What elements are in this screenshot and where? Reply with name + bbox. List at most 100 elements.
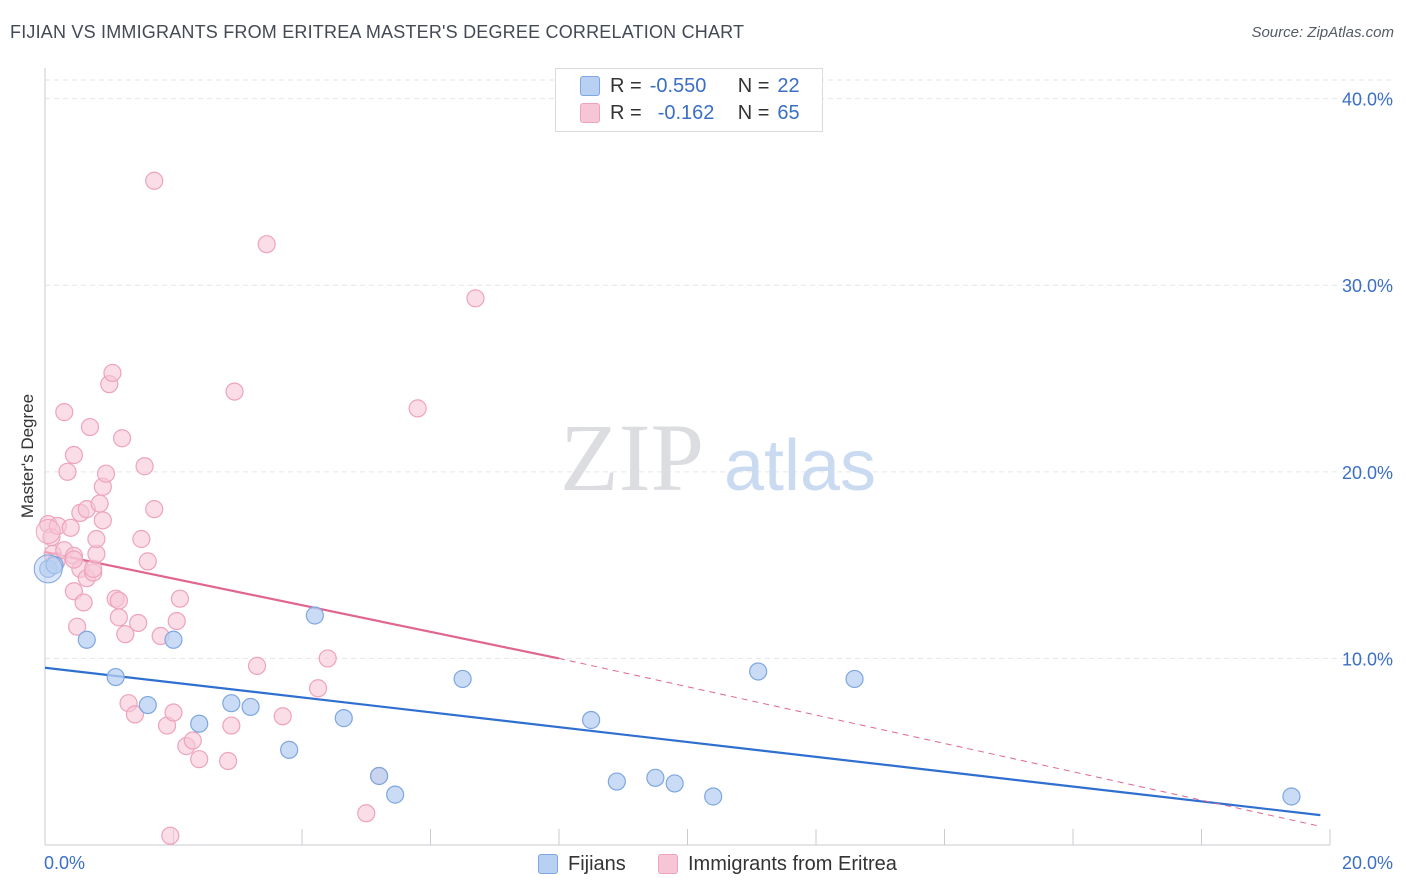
bottom-legend-fijians: Fijians bbox=[538, 851, 626, 877]
eritrea-point bbox=[138, 552, 157, 571]
eritrea-swatch bbox=[580, 103, 600, 123]
fijians-point bbox=[164, 630, 183, 649]
fijians-point bbox=[77, 630, 96, 649]
legend-r-label-1: R = bbox=[610, 74, 642, 97]
fijians-point bbox=[704, 787, 723, 806]
legend-r-label-2: R = bbox=[610, 101, 642, 124]
eritrea-point bbox=[58, 462, 77, 481]
eritrea-point bbox=[257, 235, 276, 254]
y-axis-title: Master's Degree bbox=[18, 394, 37, 518]
fijians-point bbox=[607, 772, 626, 791]
fijians-point bbox=[334, 709, 353, 728]
eritrea-point bbox=[74, 593, 93, 612]
trend-layer bbox=[44, 550, 1321, 827]
x-tick-label-min: 0.0% bbox=[44, 853, 85, 873]
eritrea-point bbox=[247, 656, 267, 675]
eritrea-trend-extension bbox=[558, 657, 1321, 827]
fijians-point bbox=[190, 714, 209, 733]
bottom-legend-eritrea-label: Immigrants from Eritrea bbox=[688, 852, 897, 875]
eritrea-point bbox=[167, 611, 186, 631]
label-layer: 10.0% 20.0% 30.0% 40.0% 0.0% 20.0% bbox=[44, 90, 1393, 873]
eritrea-point bbox=[96, 464, 116, 483]
fijians-point bbox=[386, 785, 405, 804]
eritrea-point bbox=[64, 550, 84, 569]
legend-r-value-2: -0.162 bbox=[657, 101, 715, 124]
fijians-point bbox=[582, 710, 601, 730]
y-tick-label: 30.0% bbox=[1342, 276, 1393, 296]
fijians-point bbox=[845, 669, 864, 689]
eritrea-point bbox=[132, 529, 151, 549]
fijians-point bbox=[646, 768, 665, 787]
eritrea-point bbox=[84, 559, 103, 578]
eritrea-point bbox=[466, 289, 485, 308]
eritrea-point bbox=[161, 826, 180, 845]
fijians-point bbox=[222, 694, 241, 713]
eritrea-point bbox=[222, 716, 241, 735]
y-tick-label: 20.0% bbox=[1342, 463, 1393, 483]
eritrea-point bbox=[273, 707, 292, 726]
fijians-point-large bbox=[33, 554, 63, 584]
eritrea-point bbox=[357, 804, 376, 823]
eritrea-point bbox=[116, 625, 135, 644]
fijians-point bbox=[106, 667, 125, 687]
eritrea-point bbox=[93, 511, 112, 530]
bottom-eritrea-swatch bbox=[658, 854, 678, 874]
fijians-point bbox=[280, 740, 299, 759]
legend-n-value-2: 65 bbox=[777, 101, 800, 124]
eritrea-point bbox=[219, 751, 238, 771]
eritrea-point bbox=[318, 649, 337, 668]
eritrea-point bbox=[190, 750, 209, 769]
watermark: ZIP atlas bbox=[560, 404, 876, 511]
watermark-zip: ZIP bbox=[560, 404, 704, 511]
legend-row-fijians: R = -0.550 N = 22 bbox=[580, 74, 800, 98]
fijians-point bbox=[138, 695, 157, 715]
fijians-point bbox=[241, 697, 260, 717]
eritrea-point bbox=[68, 617, 87, 636]
eritrea-point bbox=[87, 529, 106, 549]
fijians-swatch bbox=[580, 76, 600, 96]
y-tick-label: 10.0% bbox=[1342, 649, 1393, 669]
fijians-point bbox=[305, 606, 324, 625]
eritrea-point bbox=[170, 589, 190, 608]
fijians-point bbox=[749, 662, 768, 681]
legend-r-value-1: -0.550 bbox=[649, 74, 707, 97]
fijians-point bbox=[453, 669, 472, 689]
eritrea-point bbox=[109, 591, 128, 610]
bottom-legend-fijians-label: Fijians bbox=[568, 852, 626, 875]
eritrea-point bbox=[164, 703, 183, 722]
eritrea-point bbox=[112, 429, 132, 448]
fijians-point bbox=[370, 766, 389, 786]
eritrea-trend-line bbox=[44, 550, 560, 660]
eritrea-point bbox=[183, 731, 202, 750]
points-layer bbox=[33, 171, 1301, 845]
bottom-legend-eritrea: Immigrants from Eritrea bbox=[658, 851, 897, 877]
eritrea-point bbox=[135, 457, 154, 476]
legend-n-label-1: N = bbox=[737, 74, 770, 97]
y-tick-label: 40.0% bbox=[1342, 90, 1393, 110]
legend-n-value-1: 22 bbox=[777, 74, 800, 97]
eritrea-point bbox=[109, 608, 128, 627]
chart-title: FIJIAN VS IMMIGRANTS FROM ERITREA MASTER… bbox=[10, 22, 745, 42]
eritrea-point bbox=[225, 382, 244, 401]
source-label: Source: ZipAtlas.com bbox=[1251, 24, 1394, 41]
eritrea-point bbox=[129, 613, 148, 633]
eritrea-point bbox=[64, 445, 84, 465]
eritrea-point bbox=[145, 500, 164, 519]
eritrea-point bbox=[80, 417, 100, 437]
eritrea-point bbox=[103, 363, 122, 383]
watermark-atlas: atlas bbox=[724, 426, 876, 506]
eritrea-point bbox=[90, 494, 109, 513]
eritrea-point bbox=[55, 403, 74, 422]
fijians-trend-line bbox=[44, 666, 1321, 817]
bottom-fijians-swatch bbox=[538, 854, 558, 874]
eritrea-point bbox=[408, 399, 427, 418]
axis-layer bbox=[44, 68, 1331, 846]
grid-layer bbox=[45, 79, 1395, 659]
eritrea-point-large bbox=[35, 519, 61, 545]
legend-n-label-2: N = bbox=[737, 101, 770, 124]
eritrea-point bbox=[145, 171, 164, 190]
legend-box: R = -0.550 N = 22 R = -0.162 N = 65 bbox=[555, 68, 823, 132]
legend-row-eritrea: R = -0.162 N = 65 bbox=[580, 101, 800, 125]
fijians-point bbox=[1282, 787, 1301, 806]
